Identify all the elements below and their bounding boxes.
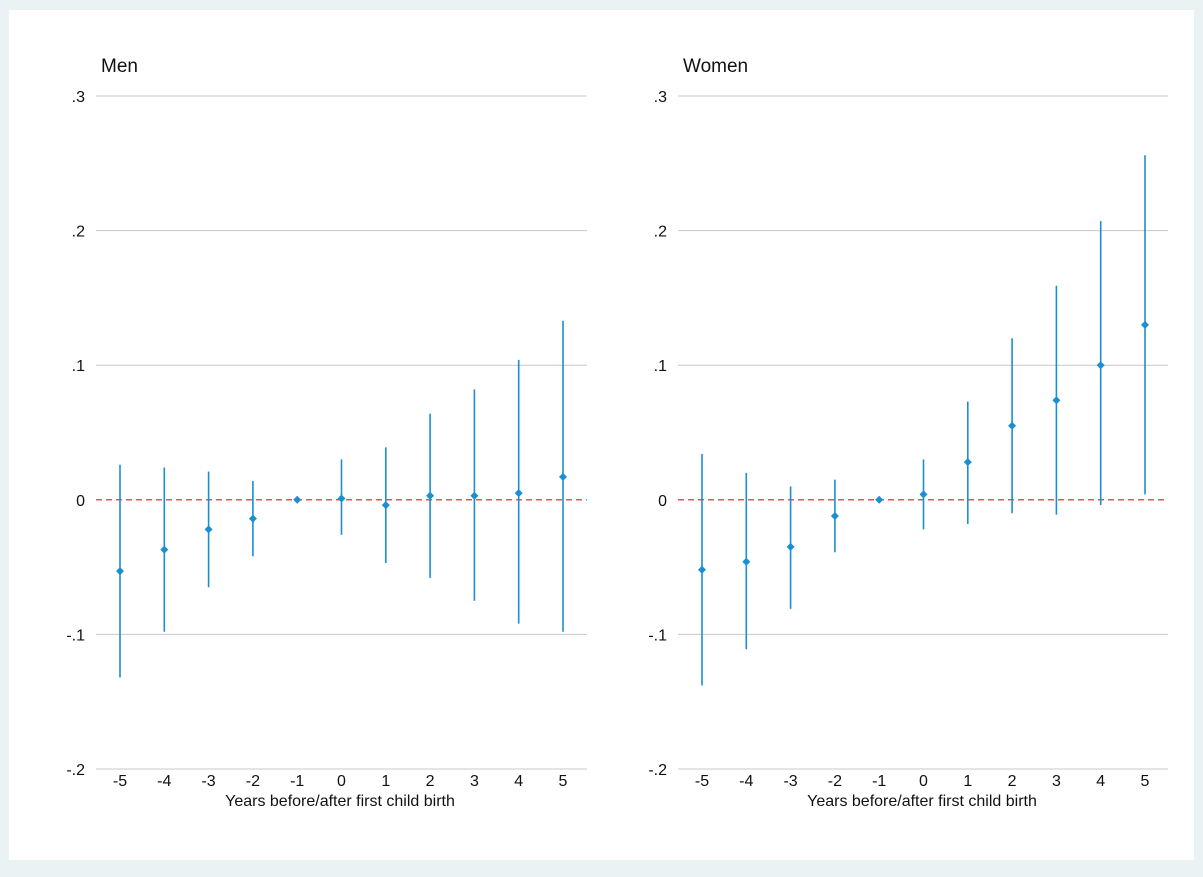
x-tick-label: -3 (201, 773, 215, 790)
point-estimate (919, 490, 928, 499)
y-tick-label: .3 (72, 89, 85, 106)
gridlines (96, 95, 587, 770)
x-tick-labels: -5 -4 -3 -2 -1 0 1 2 3 4 5 (695, 773, 1150, 790)
x-tick-label: 2 (426, 773, 435, 790)
point-estimate (786, 542, 795, 551)
estimates (698, 155, 1149, 686)
panel-men: Men -.2 -.1 0 .1 .2 .3 -5 -4 -3 -2 -1 0 1 2 3 4 5 Years… (66, 56, 587, 810)
x-tick-label: 0 (919, 773, 928, 790)
y-tick-label: .2 (654, 224, 667, 241)
x-tick-label: -2 (828, 773, 842, 790)
y-tick-label: 0 (76, 493, 85, 510)
figure-frame: Men -.2 -.1 0 .1 .2 .3 -5 -4 -3 -2 -1 0 1 2 3 4 5 Years… (9, 10, 1194, 860)
y-tick-labels: -.2 -.1 0 .1 .2 .3 (66, 89, 85, 779)
point-estimate (1008, 421, 1017, 430)
point-estimate (514, 489, 523, 498)
x-tick-label: 5 (559, 773, 568, 790)
x-tick-label: -4 (157, 773, 171, 790)
point-estimate (1052, 396, 1061, 405)
point-estimate (204, 525, 213, 534)
gridlines (678, 95, 1168, 770)
point-estimate (160, 545, 169, 554)
panel-title: Men (101, 56, 138, 77)
y-tick-label: -.2 (66, 762, 85, 779)
point-estimate (698, 565, 706, 574)
x-tick-label: -4 (739, 773, 753, 790)
point-estimate (1096, 361, 1105, 370)
point-estimate (1141, 320, 1149, 329)
x-tick-label: 4 (1096, 773, 1105, 790)
x-axis-label: Years before/after first child birth (807, 793, 1037, 810)
x-tick-label: 3 (1052, 773, 1061, 790)
point-estimate (963, 458, 972, 467)
x-axis-label: Years before/after first child birth (225, 793, 455, 810)
panel-women: Women -.2 -.1 0 .1 .2 .3 -5 -4 -3 -2 -1 0 1 2 3 4 5 Yea… (648, 56, 1168, 810)
y-tick-labels: -.2 -.1 0 .1 .2 .3 (648, 89, 667, 779)
x-tick-labels: -5 -4 -3 -2 -1 0 1 2 3 4 5 (113, 773, 568, 790)
y-tick-label: .1 (654, 358, 667, 375)
event-study-chart: Men -.2 -.1 0 .1 .2 .3 -5 -4 -3 -2 -1 0 1 2 3 4 5 Years… (66, 56, 1168, 810)
x-tick-label: 1 (381, 773, 390, 790)
y-tick-label: .1 (72, 358, 85, 375)
point-estimate (470, 491, 479, 500)
y-tick-label: .3 (654, 89, 667, 106)
x-tick-label: 2 (1008, 773, 1017, 790)
y-tick-label: -.1 (648, 627, 667, 644)
point-estimate (742, 557, 751, 566)
y-tick-label: -.1 (66, 627, 85, 644)
point-estimate (381, 501, 390, 510)
point-estimate (248, 514, 257, 523)
y-tick-label: 0 (658, 493, 667, 510)
x-tick-label: -1 (290, 773, 304, 790)
point-estimate (830, 511, 839, 520)
x-tick-label: -1 (872, 773, 886, 790)
x-tick-label: 3 (470, 773, 479, 790)
x-tick-label: -2 (246, 773, 260, 790)
panel-title: Women (683, 56, 748, 77)
x-tick-label: -5 (695, 773, 709, 790)
x-tick-label: 5 (1141, 773, 1150, 790)
estimates (116, 320, 567, 678)
point-estimate (293, 495, 302, 504)
x-tick-label: 4 (514, 773, 523, 790)
point-estimate (559, 472, 567, 481)
y-tick-label: .2 (72, 224, 85, 241)
x-tick-label: 0 (337, 773, 346, 790)
point-estimate (337, 494, 346, 503)
point-estimate (875, 495, 884, 504)
point-estimate (116, 567, 124, 576)
x-tick-label: -5 (113, 773, 127, 790)
y-tick-label: -.2 (648, 762, 667, 779)
x-tick-label: 1 (963, 773, 972, 790)
point-estimate (426, 491, 435, 500)
x-tick-label: -3 (783, 773, 797, 790)
